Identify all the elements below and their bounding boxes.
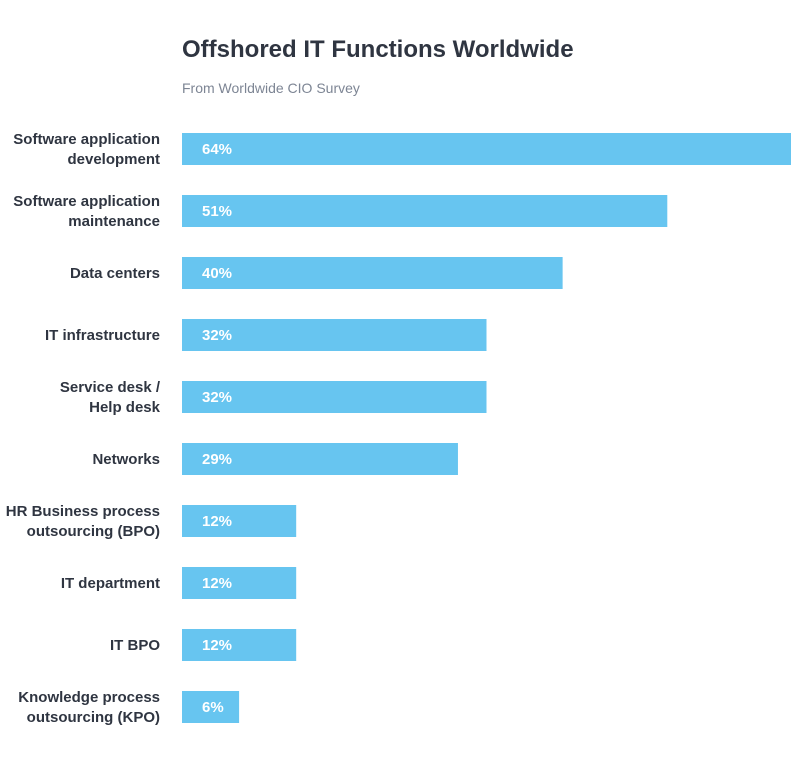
value-label: 12% [202,513,232,530]
value-label: 12% [202,575,232,592]
category-label: Software application maintenance [13,193,160,230]
bar-row: IT infrastructure 32% [45,319,487,351]
category-label: IT department [61,575,160,592]
bar-row: Service desk / Help desk 32% [60,379,487,416]
bar-row: IT department 12% [61,567,297,599]
value-label: 12% [202,637,232,654]
category-label: Data centers [70,265,160,282]
category-label: IT BPO [110,637,160,654]
bar-row: HR Business process outsourcing (BPO) 12% [6,503,297,540]
value-label: 32% [202,327,232,344]
value-label: 40% [202,265,232,282]
bar [182,133,791,165]
bar [182,195,668,227]
bar [182,629,297,661]
category-label: Networks [92,451,160,468]
bar-row: Data centers 40% [70,257,563,289]
value-label: 64% [202,141,232,158]
bar [182,567,297,599]
bar [182,319,487,351]
bar [182,691,240,723]
chart-title: Offshored IT Functions Worldwide [182,36,574,63]
value-label: 6% [202,699,224,716]
bar [182,505,297,537]
bar-row: IT BPO 12% [110,629,297,661]
bar [182,443,458,475]
bar [182,381,487,413]
bar-row: Software application maintenance 51% [13,193,668,230]
value-label: 51% [202,203,232,220]
category-label: Knowledge process outsourcing (KPO) [18,689,160,726]
bar-row: Software application development 64% [13,131,791,168]
value-label: 32% [202,389,232,406]
category-label: Software application development [13,131,160,168]
value-label: 29% [202,451,232,468]
category-label: IT infrastructure [45,327,160,344]
category-label: HR Business process outsourcing (BPO) [6,503,160,540]
bar [182,257,563,289]
category-label: Service desk / Help desk [60,379,161,416]
bar-row: Networks 29% [92,443,458,475]
bar-row: Knowledge process outsourcing (KPO) 6% [18,689,240,726]
chart-subtitle: From Worldwide CIO Survey [182,80,360,96]
